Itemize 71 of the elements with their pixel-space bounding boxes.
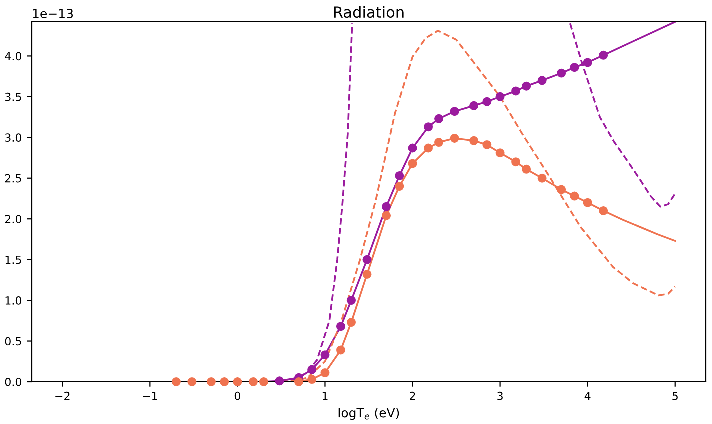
point	[362, 255, 372, 264]
point	[320, 350, 330, 360]
point	[275, 376, 284, 386]
point	[294, 378, 304, 386]
point	[395, 171, 404, 180]
point	[557, 68, 566, 78]
point	[482, 97, 492, 106]
x-tick-label: 5	[672, 392, 678, 400]
point	[206, 378, 216, 386]
point	[557, 185, 566, 194]
x-tick-label: −2	[56, 392, 70, 400]
point	[320, 368, 330, 378]
point	[538, 76, 547, 86]
y-tick-label: 2.5	[5, 174, 22, 183]
point	[522, 82, 532, 91]
chart-title: Radiation	[334, 6, 404, 18]
point	[308, 365, 317, 374]
point	[522, 164, 532, 174]
point	[308, 375, 317, 384]
point	[382, 211, 392, 220]
point	[336, 346, 346, 355]
y-tick-label: 0.0	[5, 378, 22, 386]
x-tick-label: 4	[584, 392, 591, 400]
point	[408, 144, 418, 153]
point	[470, 136, 479, 146]
point	[395, 182, 404, 192]
point	[538, 174, 547, 183]
point	[512, 158, 521, 167]
text: 1e−13	[33, 9, 74, 18]
point	[496, 148, 505, 158]
y-tick-label: 4.0	[5, 52, 22, 61]
point	[570, 63, 580, 72]
y-tick-label: 1.0	[6, 296, 22, 305]
point	[346, 296, 356, 306]
point	[248, 378, 258, 386]
point	[434, 138, 444, 148]
point	[346, 318, 356, 328]
y-tick-label: 1.5	[6, 256, 22, 264]
y-tick-label: 3.0	[5, 134, 22, 142]
point	[450, 107, 460, 116]
point	[424, 144, 434, 153]
point	[220, 378, 230, 386]
point	[408, 159, 418, 168]
x-axis-title: logT$_{e}$ (eV)	[338, 408, 400, 420]
x-tick-label: 1	[322, 392, 328, 400]
x-tick-label: −1	[143, 392, 158, 400]
y-tick-label: 2.0	[5, 215, 22, 224]
point	[259, 378, 268, 386]
point	[570, 192, 580, 201]
point	[188, 378, 197, 386]
y-tick-label: 3.5	[5, 92, 22, 102]
point	[362, 270, 372, 279]
point	[583, 58, 592, 68]
point	[424, 122, 434, 132]
x-tick-label: 2	[410, 392, 416, 400]
point	[583, 198, 592, 208]
y-tick-label: 0.5	[5, 337, 22, 346]
point	[382, 202, 392, 212]
point	[336, 322, 346, 332]
x-tick-label: 3	[498, 392, 503, 400]
point	[450, 134, 460, 143]
point	[599, 50, 608, 60]
point	[599, 206, 608, 216]
point	[434, 114, 444, 124]
point	[496, 92, 505, 102]
point	[233, 378, 242, 386]
point	[512, 86, 521, 96]
x-tick-label: 0	[234, 392, 240, 400]
point	[482, 140, 492, 150]
point	[172, 378, 181, 386]
point	[470, 101, 479, 110]
